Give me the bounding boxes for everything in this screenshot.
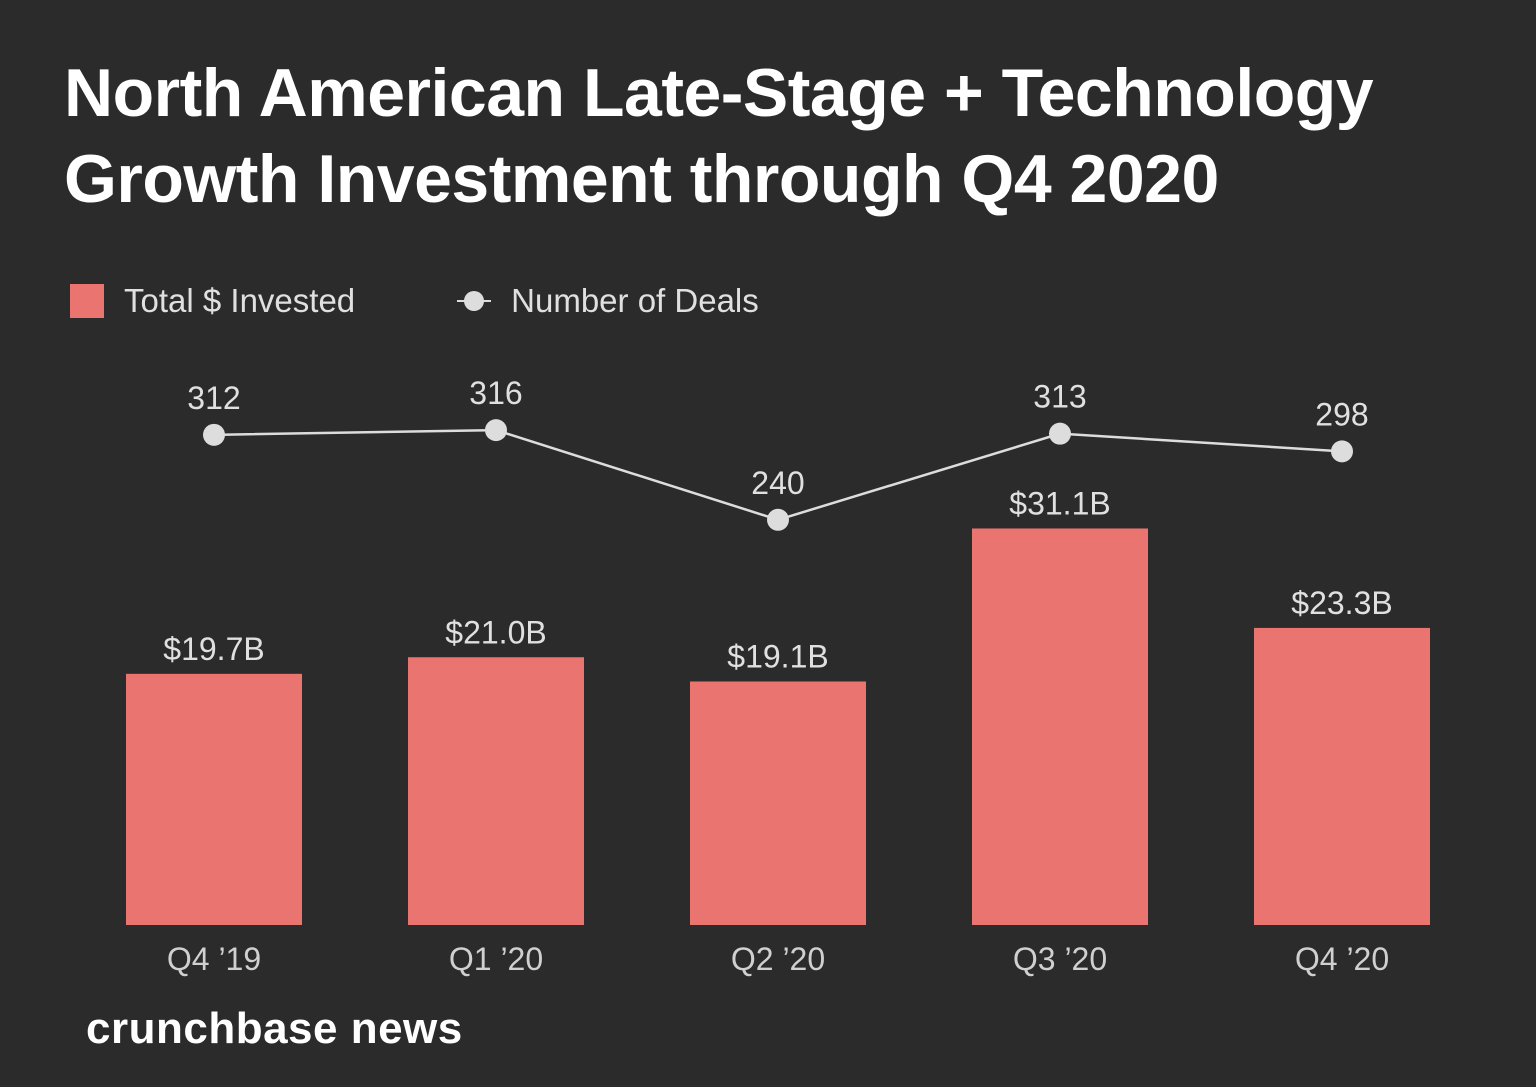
- deals-point-1: [485, 419, 507, 442]
- bar-label-1: $21.0B: [445, 614, 546, 650]
- bar-1: [408, 657, 584, 925]
- bar-label-4: $23.3B: [1291, 585, 1392, 621]
- bar-label-2: $19.1B: [727, 638, 828, 674]
- deals-label-0: 312: [187, 380, 240, 416]
- deals-label-2: 240: [751, 465, 804, 501]
- legend-label-invested: Total $ Invested: [124, 282, 356, 319]
- deals-point-3: [1049, 422, 1071, 445]
- title-line-1: North American Late-Stage + Technology: [64, 55, 1374, 131]
- legend: Total $ Invested Number of Deals: [70, 282, 759, 320]
- x-tick-label-4: Q4 ’20: [1295, 941, 1389, 977]
- deals-point-4: [1331, 440, 1353, 463]
- legend-label-deals: Number of Deals: [511, 282, 759, 319]
- deals-point-2: [767, 508, 789, 531]
- bar-0: [126, 673, 302, 925]
- deals-point-0: [203, 423, 225, 446]
- bar-label-3: $31.1B: [1009, 485, 1110, 521]
- chart-title: North American Late-Stage + Technology G…: [64, 50, 1374, 222]
- deals-label-1: 316: [469, 375, 522, 411]
- bar-label-0: $19.7B: [163, 631, 264, 667]
- x-tick-label-2: Q2 ’20: [731, 941, 825, 977]
- x-tick-label-0: Q4 ’19: [167, 941, 261, 977]
- bar-3: [972, 528, 1148, 925]
- title-line-2: Growth Investment through Q4 2020: [64, 141, 1219, 217]
- x-tick-label-1: Q1 ’20: [449, 941, 543, 977]
- legend-swatch-bar: [70, 284, 104, 318]
- deals-label-3: 313: [1033, 379, 1086, 415]
- bar-2: [690, 681, 866, 925]
- bar-4: [1254, 627, 1430, 925]
- deals-label-4: 298: [1315, 396, 1368, 432]
- legend-swatch-line: [457, 284, 492, 318]
- x-tick-label-3: Q3 ’20: [1013, 941, 1107, 977]
- brand-logo: crunchbase news: [86, 1004, 463, 1053]
